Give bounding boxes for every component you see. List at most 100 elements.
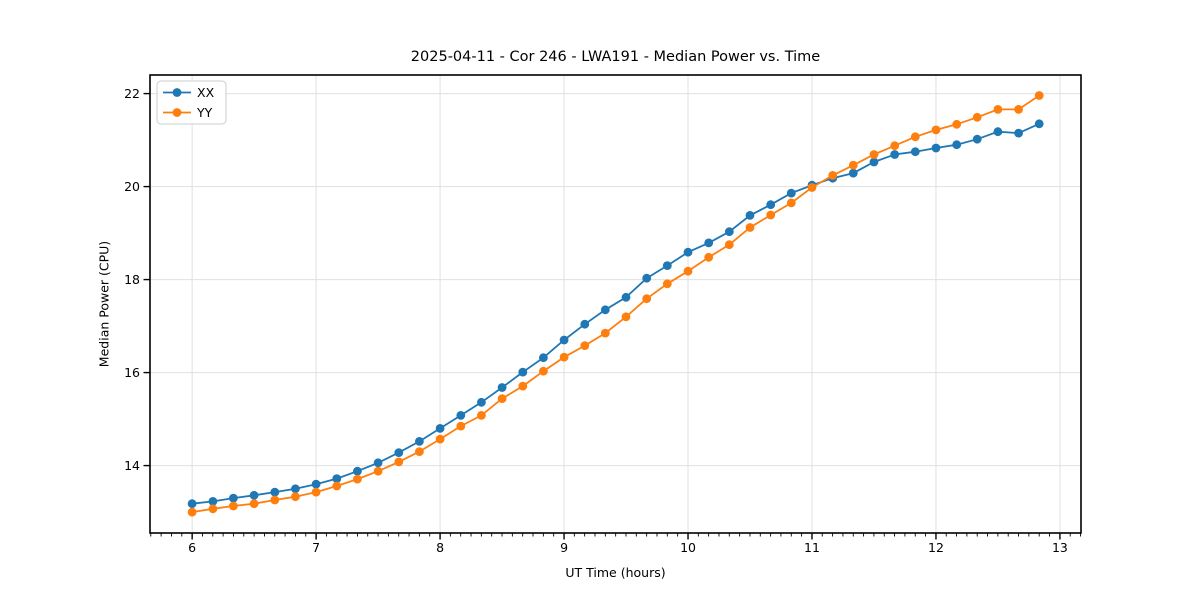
data-point-XX: [373, 458, 383, 468]
data-point-XX: [332, 474, 342, 483]
data-point-YY: [270, 495, 280, 505]
data-point-YY: [249, 499, 259, 509]
data-point-YY: [456, 421, 466, 431]
data-point-YY: [187, 507, 197, 517]
y-tick-label: 22: [124, 86, 140, 101]
data-point-YY: [291, 492, 300, 502]
data-point-YY: [600, 328, 610, 338]
data-point-XX: [1034, 119, 1044, 129]
data-point-XX: [786, 188, 796, 198]
series-line-XX: [192, 122, 1040, 505]
data-point-YY: [910, 132, 920, 142]
data-point-XX: [600, 305, 610, 315]
data-point-YY: [848, 160, 858, 170]
data-point-YY: [972, 112, 982, 122]
data-point-XX: [724, 227, 734, 237]
data-point-YY: [621, 312, 631, 322]
data-point-XX: [910, 147, 920, 157]
legend-label-YY: YY: [196, 105, 213, 120]
data-point-YY: [683, 266, 693, 276]
data-point-YY: [931, 125, 941, 135]
data-point-YY: [745, 223, 755, 232]
data-point-XX: [477, 397, 486, 407]
data-point-XX: [869, 157, 879, 167]
data-point-YY: [993, 105, 1003, 114]
data-point-YY: [373, 466, 383, 476]
x-tick-label: 9: [560, 540, 568, 555]
data-point-YY: [890, 141, 900, 151]
data-point-YY: [559, 352, 569, 362]
data-point-XX: [559, 335, 569, 345]
data-point-YY: [807, 183, 817, 192]
y-tick-label: 20: [124, 179, 140, 194]
data-point-YY: [642, 294, 652, 304]
data-point-YY: [332, 481, 342, 491]
data-point-XX: [890, 150, 900, 159]
x-tick-label: 8: [436, 540, 444, 555]
data-point-XX: [662, 261, 672, 270]
data-point-XX: [394, 448, 404, 457]
data-point-YY: [539, 366, 548, 376]
data-point-XX: [952, 140, 962, 150]
data-point-YY: [580, 341, 590, 350]
x-tick-label: 6: [188, 540, 196, 555]
data-point-XX: [518, 367, 528, 377]
data-point-XX: [291, 484, 300, 494]
data-point-XX: [539, 353, 548, 363]
data-point-YY: [724, 240, 734, 250]
y-tick-label: 16: [124, 365, 140, 380]
y-tick-label: 14: [124, 458, 140, 473]
data-point-XX: [208, 497, 218, 506]
data-point-YY: [394, 457, 404, 467]
data-point-YY: [497, 394, 507, 403]
data-point-YY: [828, 171, 838, 180]
chart-title: 2025-04-11 - Cor 246 - LWA191 - Median P…: [410, 49, 821, 65]
data-point-XX: [766, 200, 776, 210]
data-point-YY: [1034, 91, 1044, 100]
legend-box: [156, 80, 227, 125]
data-point-YY: [869, 150, 879, 159]
data-point-XX: [435, 424, 445, 433]
x-axis-label: UT Time (hours): [565, 565, 666, 580]
data-point-YY: [704, 252, 714, 262]
data-point-XX: [972, 134, 982, 144]
data-point-YY: [435, 434, 445, 444]
data-point-XX: [249, 490, 259, 500]
x-tick-label: 10: [680, 540, 696, 555]
data-point-XX: [229, 493, 238, 503]
x-tick-label: 12: [928, 540, 944, 555]
data-point-XX: [993, 127, 1003, 137]
data-point-XX: [683, 247, 693, 257]
data-point-XX: [456, 411, 466, 420]
data-point-YY: [229, 501, 238, 511]
data-point-XX: [311, 479, 321, 489]
data-point-YY: [415, 447, 424, 456]
data-point-XX: [270, 487, 280, 497]
legend-marker-XX: [172, 88, 182, 97]
data-point-YY: [786, 198, 796, 208]
legend-marker-YY: [172, 108, 182, 117]
x-tick-label: 7: [312, 540, 320, 555]
data-point-XX: [415, 437, 424, 446]
data-point-XX: [497, 383, 507, 392]
x-tick-label: 11: [804, 540, 820, 555]
data-point-YY: [518, 381, 528, 391]
legend-label-XX: XX: [197, 85, 215, 100]
data-point-XX: [187, 499, 197, 509]
data-point-XX: [353, 466, 362, 476]
data-point-YY: [311, 487, 321, 497]
y-tick-label: 18: [124, 272, 140, 287]
data-point-YY: [662, 279, 672, 289]
data-point-XX: [580, 319, 590, 329]
x-tick-label: 13: [1052, 540, 1068, 555]
data-point-YY: [477, 411, 486, 420]
data-point-XX: [1014, 128, 1023, 138]
data-point-XX: [621, 292, 631, 302]
data-point-XX: [848, 168, 858, 178]
data-point-XX: [704, 238, 714, 248]
data-point-YY: [952, 119, 962, 129]
data-point-XX: [642, 273, 652, 283]
data-point-YY: [353, 474, 362, 484]
